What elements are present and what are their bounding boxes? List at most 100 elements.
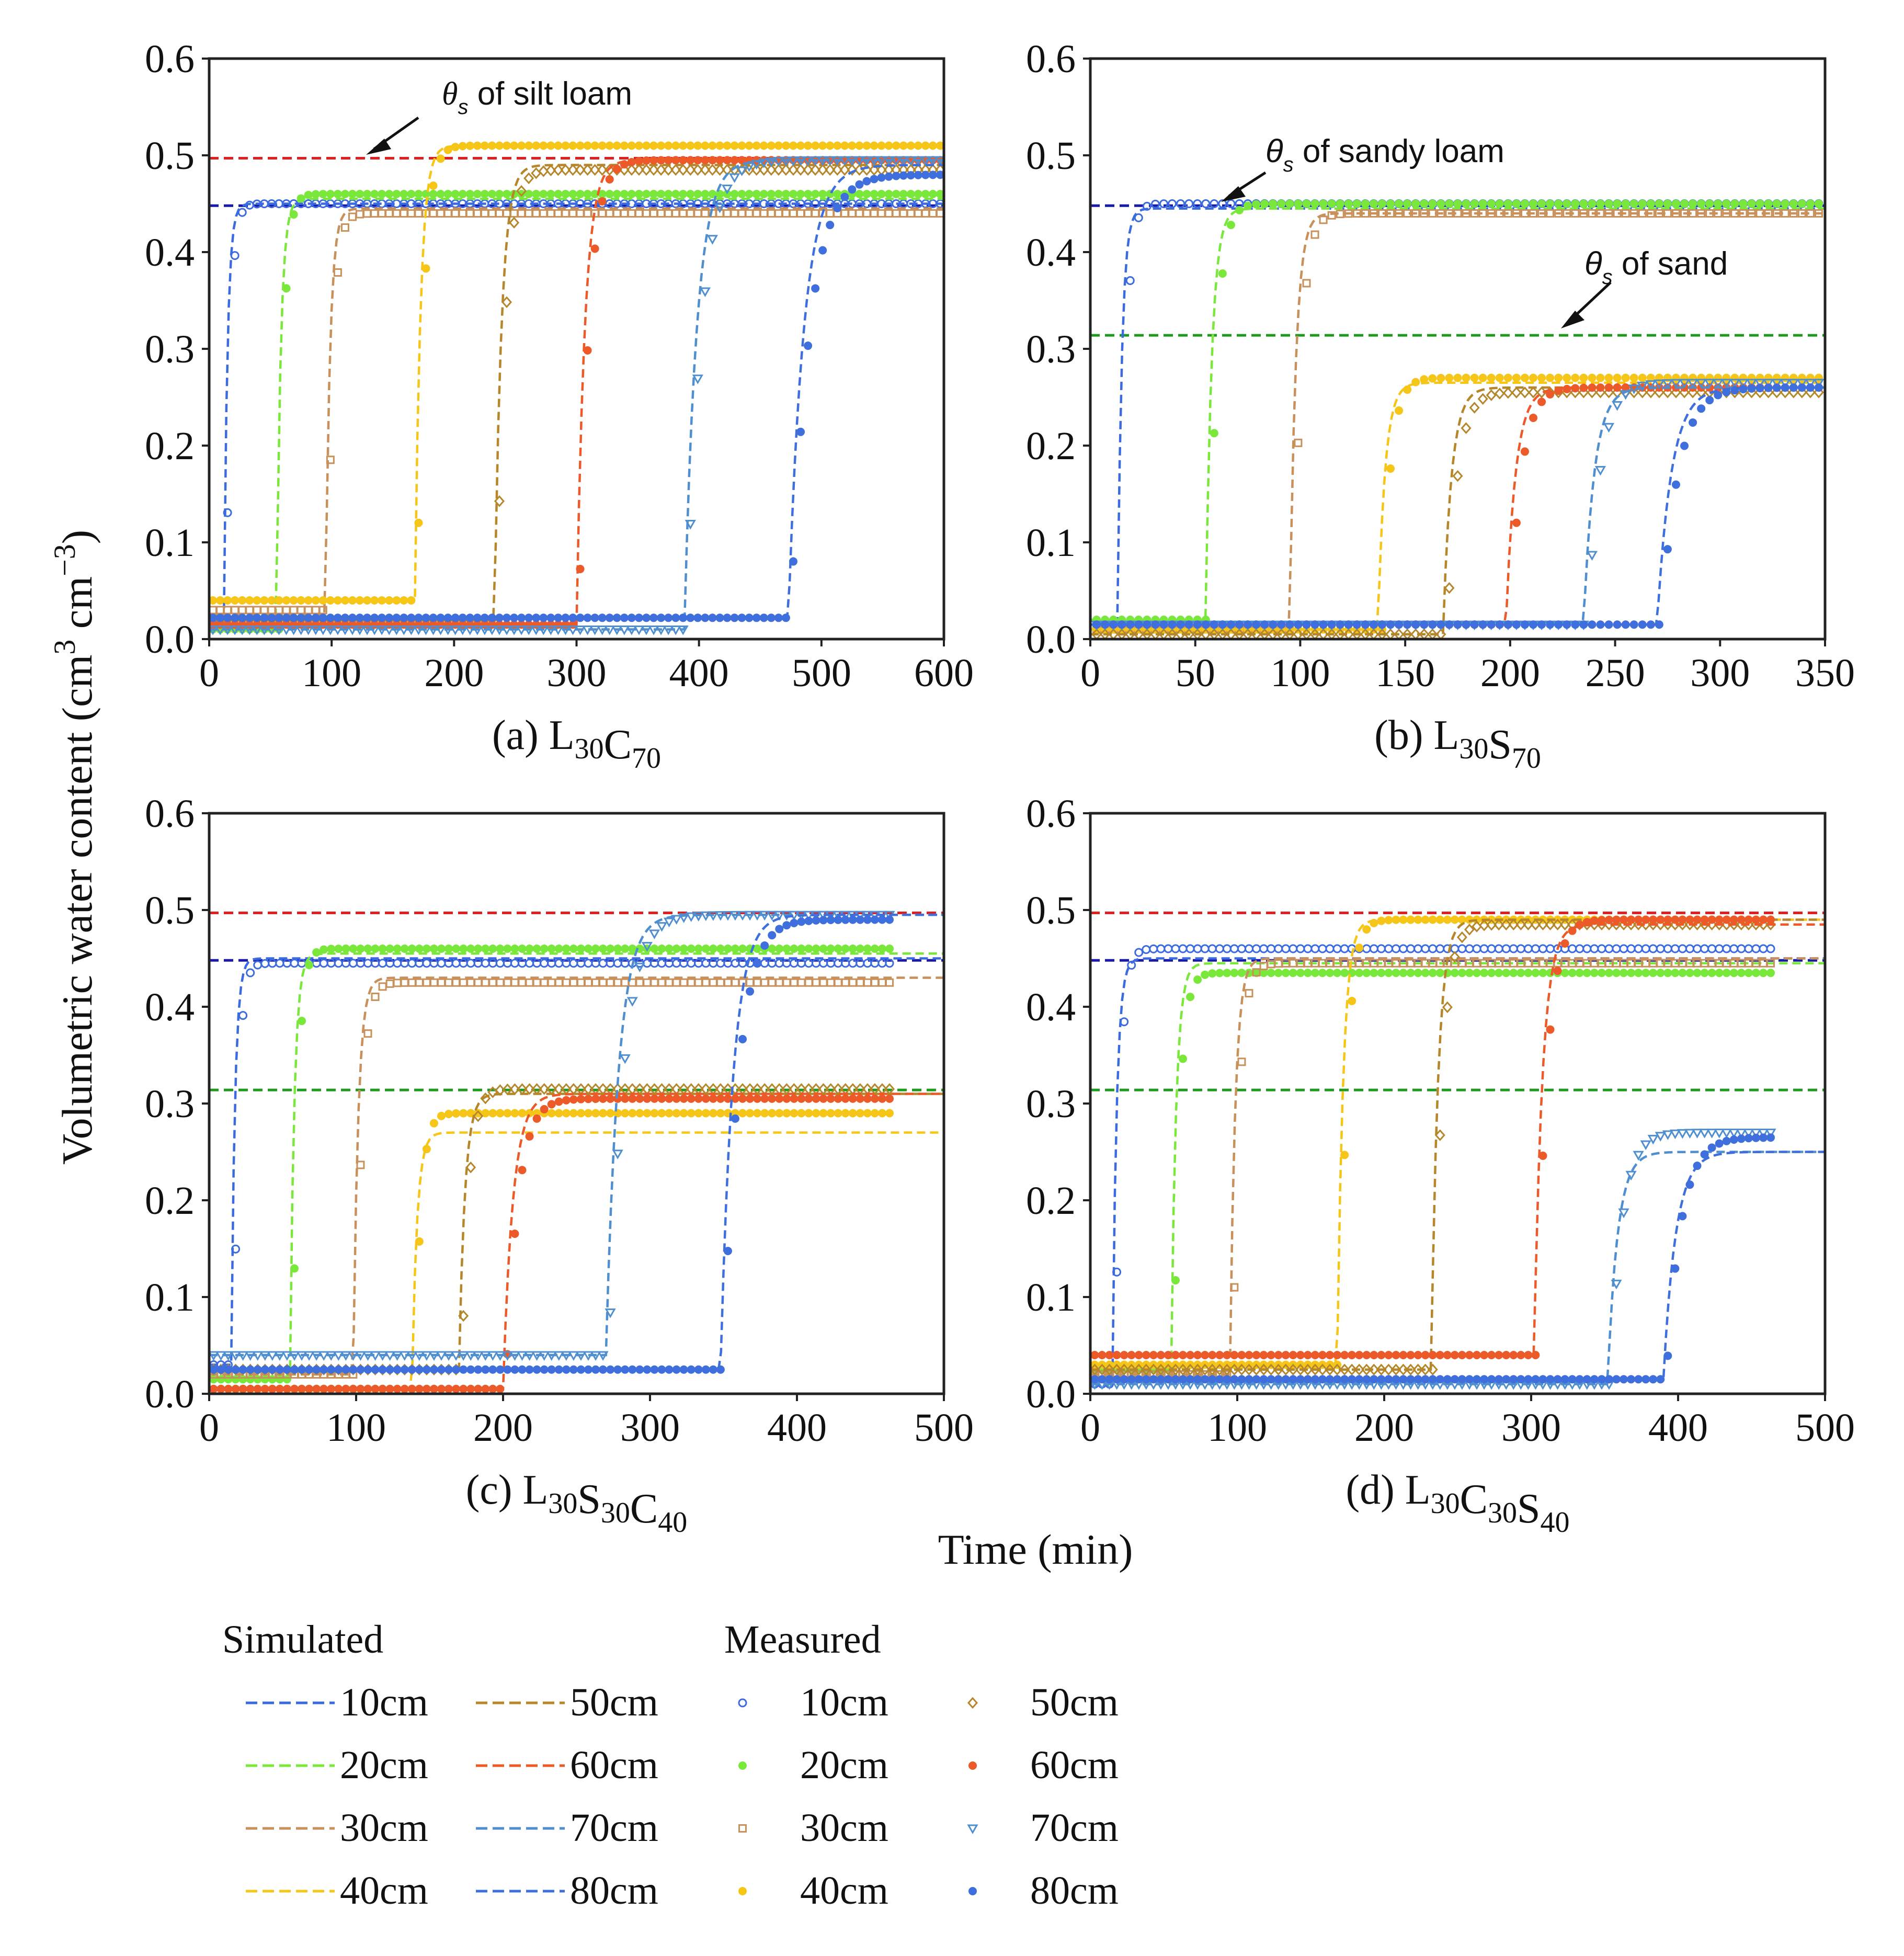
measured-point-60cm: [1245, 1351, 1253, 1359]
measured-point-10cm: [1215, 944, 1224, 953]
measured-point-70cm: [663, 626, 674, 635]
measured-point-70cm: [1662, 379, 1673, 389]
measured-point-60cm: [679, 156, 688, 165]
measured-point-20cm: [576, 190, 585, 198]
measured-point-30cm: [569, 978, 578, 987]
simulated-curve-30cm: [209, 207, 944, 617]
measured-point-80cm: [620, 613, 629, 622]
measured-point-50cm: [517, 1083, 528, 1095]
measured-point-40cm: [216, 596, 225, 605]
measured-point-60cm: [848, 1094, 857, 1103]
measured-point-30cm: [414, 209, 423, 218]
measured-point-80cm: [1269, 620, 1278, 629]
measured-point-80cm: [371, 1365, 380, 1374]
measured-point-20cm: [370, 190, 379, 198]
measured-point-30cm: [709, 978, 717, 987]
measured-point-20cm: [1319, 199, 1328, 208]
measured-point-70cm: [788, 156, 799, 166]
measured-point-30cm: [1411, 209, 1420, 218]
measured-point-20cm: [921, 190, 930, 198]
measured-point-10cm: [760, 959, 769, 968]
measured-point-60cm: [664, 156, 673, 165]
measured-point-60cm: [1671, 915, 1680, 924]
measured-point-20cm: [767, 190, 776, 198]
measured-point-40cm: [443, 145, 452, 154]
measured-point-20cm: [804, 190, 813, 198]
measured-point-20cm: [518, 945, 527, 953]
measured-point-10cm: [1648, 944, 1658, 953]
measured-point-30cm: [1680, 209, 1689, 218]
measured-point-80cm: [1226, 620, 1235, 629]
measured-point-70cm: [523, 1351, 535, 1361]
measured-point-80cm: [760, 941, 769, 950]
measured-point-50cm: [1743, 918, 1754, 931]
plot-area: [1090, 912, 1825, 1390]
measured-point-80cm: [356, 613, 364, 622]
measured-point-20cm: [1340, 969, 1349, 977]
measured-point-30cm: [1571, 209, 1580, 218]
measured-point-40cm: [311, 596, 320, 605]
measured-point-20cm: [774, 190, 783, 198]
measured-point-80cm: [775, 925, 784, 934]
measured-point-30cm: [782, 978, 791, 987]
measured-point-20cm: [1560, 969, 1569, 977]
measured-point-40cm: [1621, 373, 1630, 382]
measured-point-30cm: [304, 606, 313, 615]
measured-point-40cm: [554, 1109, 563, 1118]
measured-point-10cm: [1472, 944, 1481, 953]
measured-point-50cm: [1780, 386, 1791, 399]
measured-point-60cm: [1759, 915, 1768, 924]
measured-point-10cm: [260, 959, 270, 968]
measured-point-80cm: [914, 170, 922, 179]
measured-point-50cm: [1456, 931, 1467, 943]
simulated-curve-40cm: [1090, 381, 1825, 631]
measured-point-80cm: [466, 1365, 475, 1374]
measured-point-20cm: [1613, 199, 1622, 208]
simulated-curve-60cm: [209, 1093, 944, 1391]
measured-point-60cm: [606, 1094, 615, 1103]
measured-point-20cm: [525, 190, 533, 198]
measured-point-70cm: [450, 626, 461, 635]
x-tick-label: 200: [424, 651, 484, 695]
measured-point-10cm: [437, 959, 446, 968]
measured-point-80cm: [532, 613, 541, 622]
measured-point-80cm: [320, 1365, 328, 1374]
measured-point-60cm: [349, 1384, 358, 1393]
measured-point-60cm: [1517, 1351, 1525, 1359]
measured-point-60cm: [1230, 1351, 1239, 1359]
measured-point-20cm: [1259, 969, 1268, 977]
measured-point-80cm: [378, 613, 386, 622]
measured-point-20cm: [1714, 199, 1723, 208]
measured-point-70cm: [714, 203, 726, 213]
measured-point-60cm: [834, 1094, 842, 1103]
measured-point-30cm: [892, 209, 900, 218]
measured-point-30cm: [487, 209, 496, 218]
measured-point-50cm: [582, 164, 593, 176]
measured-point-60cm: [723, 1094, 732, 1103]
measured-point-20cm: [1604, 199, 1613, 208]
measured-point-20cm: [487, 190, 496, 198]
measured-point-80cm: [1143, 620, 1151, 629]
measured-point-10cm: [1274, 944, 1283, 953]
measured-point-10cm: [819, 959, 828, 968]
measured-point-20cm: [671, 190, 680, 198]
measured-point-50cm: [589, 164, 600, 176]
measured-point-80cm: [465, 613, 474, 622]
measured-point-30cm: [1613, 209, 1622, 218]
measured-point-50cm: [1699, 918, 1710, 931]
measured-point-10cm: [1281, 944, 1291, 953]
measured-point-30cm: [583, 209, 592, 218]
measured-point-80cm: [884, 172, 893, 181]
measured-point-80cm: [1274, 1375, 1283, 1384]
measured-point-70cm: [583, 1351, 594, 1361]
measured-point-30cm: [1487, 209, 1496, 218]
measured-point-20cm: [605, 190, 614, 198]
measured-point-60cm: [1560, 939, 1569, 948]
measured-point-80cm: [1502, 1375, 1511, 1384]
measured-point-80cm: [1164, 1375, 1172, 1384]
measured-point-20cm: [465, 190, 474, 198]
legend-measured-label-80cm: 80cm: [1030, 1869, 1119, 1913]
measured-point-20cm: [1361, 199, 1370, 208]
measured-point-30cm: [1377, 209, 1386, 218]
measured-point-20cm: [1759, 969, 1768, 977]
